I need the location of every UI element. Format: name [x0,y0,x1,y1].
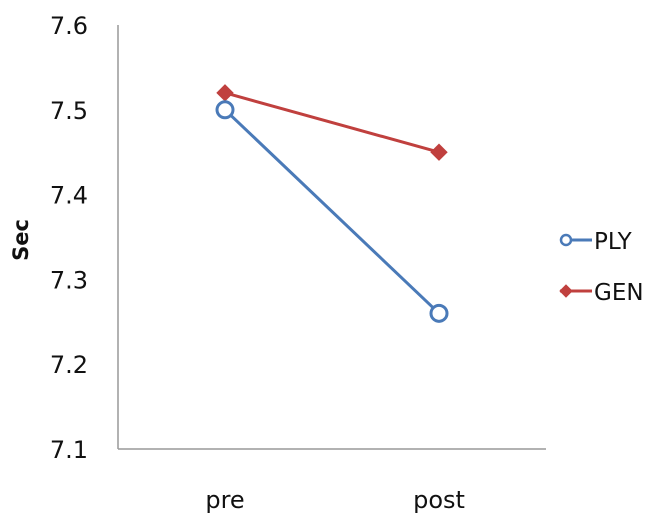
y-tick-labels: 7.1 7.2 7.3 7.4 7.5 7.6 [50,12,88,464]
legend: PLY GEN [559,229,644,306]
y-tick-label: 7.6 [50,12,88,40]
x-tick-label: post [413,486,465,514]
x-tick-label: pre [205,486,244,514]
axes [117,25,546,450]
y-tick-label: 7.3 [50,266,88,294]
y-tick-label: 7.5 [50,97,88,125]
y-tick-label: 7.2 [50,351,88,379]
legend-label: GEN [594,280,644,306]
legend-marker [559,284,573,298]
legend-item-gen: GEN [559,280,644,306]
data-point-gen [430,143,448,161]
series-gen [216,84,448,161]
data-point-ply [429,303,449,323]
y-tick-label: 7.1 [50,436,88,464]
legend-marker [559,233,573,247]
legend-label: PLY [594,229,633,255]
y-tick-label: 7.4 [50,182,88,210]
y-axis-label: Sec [9,219,33,261]
data-point-gen [216,84,234,102]
legend-item-ply: PLY [559,229,633,255]
series-ply [215,100,449,323]
series-line-gen [224,91,440,154]
x-tick-labels: pre post [205,486,465,514]
data-point-ply [215,100,235,120]
data-series [215,84,449,323]
series-line-ply [223,108,441,315]
